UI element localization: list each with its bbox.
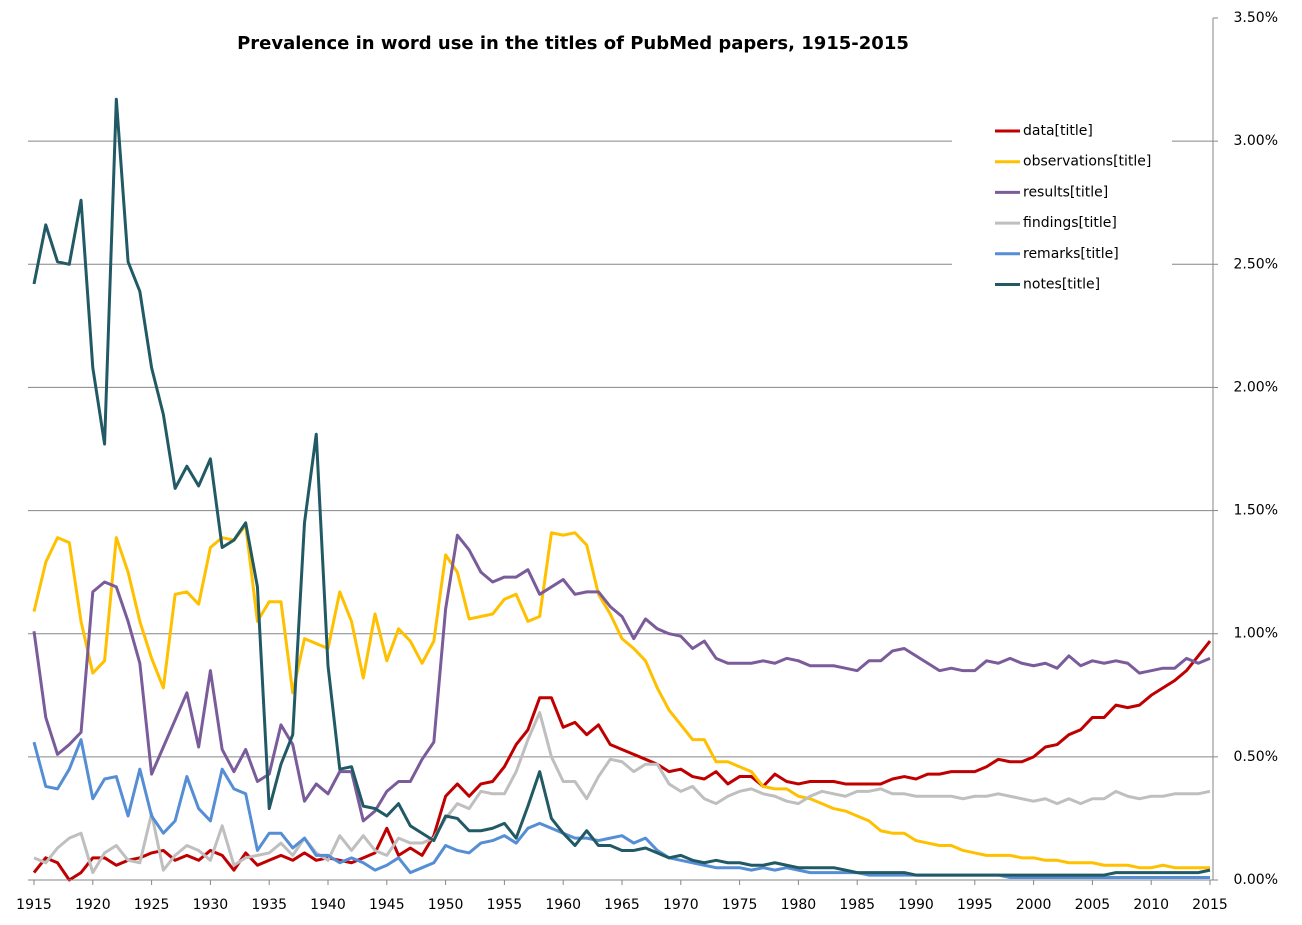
legend-label: findings[title] [1023,215,1117,231]
x-tick-label: 2000 [1016,897,1052,913]
x-tick-label: 1935 [251,897,287,913]
x-tick-label: 1985 [839,897,875,913]
axes: 0.00% 0.50% 1.00% 1.50% 2.00% 2.50% 3.00% 3.50%… [16,10,1278,913]
x-tick-label: 1950 [428,897,464,913]
series-line [32,738,1210,880]
x-tick-label: 1940 [310,897,346,913]
x-tick-label: 1960 [545,897,581,913]
x-tick-label: 1965 [604,897,640,913]
x-tick-label: 1930 [193,897,229,913]
x-tick-label: 2005 [1075,897,1111,913]
series-line [32,97,1211,877]
y-tick-label: 1.00% [1234,626,1278,642]
x-tick-label: 1975 [722,897,758,913]
x-tick-label: 1995 [957,897,993,913]
chart-title: Prevalence in word use in the titles of … [237,33,909,54]
legend: data[title] observations[title] results[ti… [995,123,1151,293]
series-line [33,711,1211,875]
x-tick-label: 1980 [781,897,817,913]
x-tick-label: 1955 [487,897,523,913]
series-line [32,533,1211,823]
y-tick-label: 3.50% [1234,10,1278,26]
legend-label: notes[title] [1023,277,1100,293]
x-tick-label: 1945 [369,897,405,913]
legend-label: data[title] [1023,123,1093,139]
y-tick-label: 2.50% [1234,256,1278,272]
y-tick-label: 3.00% [1234,133,1278,149]
legend-label: observations[title] [1023,154,1151,170]
x-tick-label: 2010 [1133,897,1169,913]
y-tick-label: 0.50% [1234,749,1278,765]
x-tick-label: 1915 [16,897,52,913]
series-line [32,640,1212,882]
series-line [32,523,1210,870]
x-tick-label: 1925 [134,897,170,913]
y-tick-label: 0.00% [1234,872,1278,888]
legend-label: remarks[title] [1023,246,1119,262]
x-tick-label: 1970 [663,897,699,913]
x-tick-label: 1920 [75,897,111,913]
legend-background [952,112,1172,302]
x-tick-label: 1990 [898,897,934,913]
y-tick-label: 1.50% [1234,503,1278,519]
legend-label: results[title] [1023,184,1108,200]
x-tick-label: 2015 [1192,897,1228,913]
y-tick-label: 2.00% [1234,379,1278,395]
plot-lines [32,97,1212,882]
